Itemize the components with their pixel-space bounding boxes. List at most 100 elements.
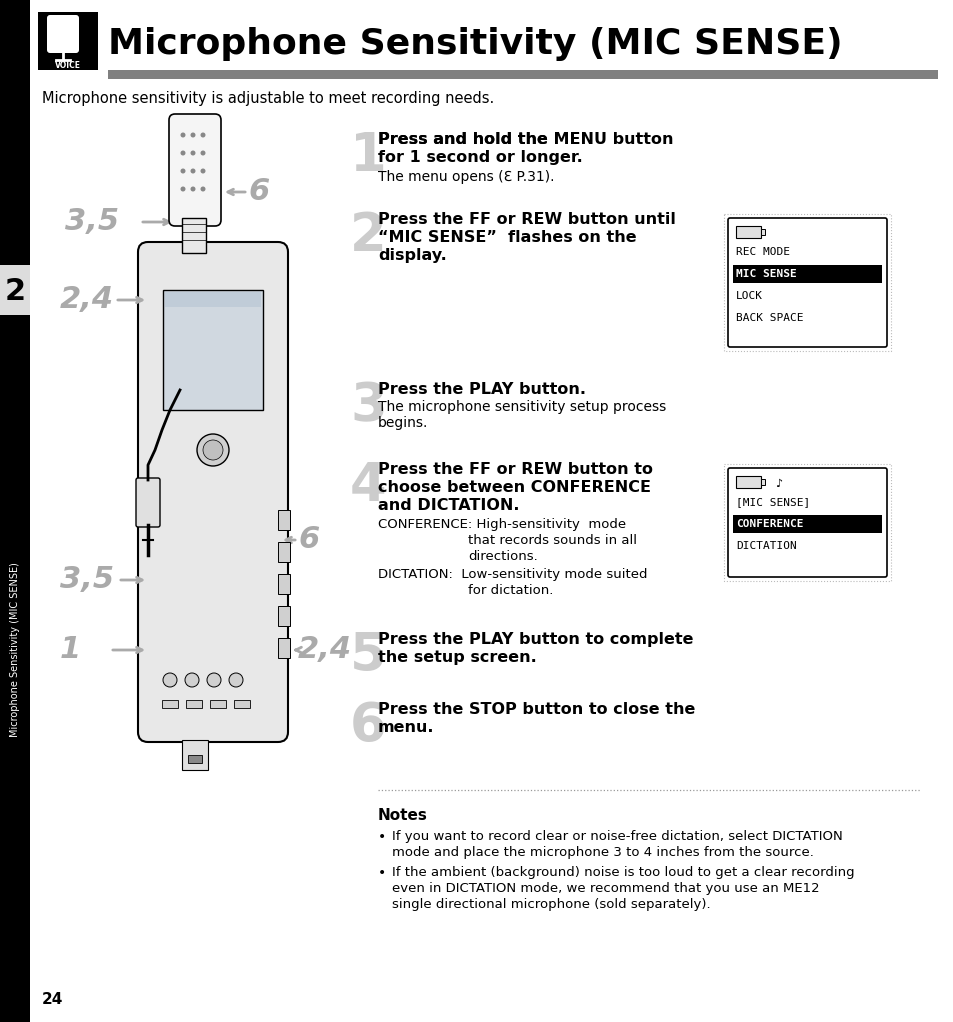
Bar bbox=[277, 606, 290, 626]
Text: If you want to record clear or noise-free dictation, select DICTATION: If you want to record clear or noise-fre… bbox=[392, 830, 841, 843]
Text: 5: 5 bbox=[350, 630, 386, 682]
Circle shape bbox=[185, 673, 199, 687]
Circle shape bbox=[207, 673, 221, 687]
Circle shape bbox=[191, 186, 195, 191]
Text: for dictation.: for dictation. bbox=[468, 584, 553, 597]
Text: MIC SENSE: MIC SENSE bbox=[735, 269, 796, 279]
Text: 3,5: 3,5 bbox=[65, 207, 119, 236]
Bar bbox=[162, 700, 178, 708]
Circle shape bbox=[200, 169, 205, 174]
Circle shape bbox=[163, 673, 177, 687]
Circle shape bbox=[180, 169, 185, 174]
Circle shape bbox=[191, 150, 195, 155]
Text: The menu opens (ℇ P.31).: The menu opens (ℇ P.31). bbox=[377, 170, 554, 184]
Text: choose between CONFERENCE: choose between CONFERENCE bbox=[377, 480, 650, 495]
Text: ♪: ♪ bbox=[774, 479, 781, 489]
Text: 6: 6 bbox=[248, 178, 269, 206]
Text: single directional microphone (sold separately).: single directional microphone (sold sepa… bbox=[392, 898, 710, 911]
Text: BACK SPACE: BACK SPACE bbox=[735, 313, 802, 323]
Circle shape bbox=[180, 133, 185, 138]
Text: 6: 6 bbox=[297, 525, 319, 555]
Text: Press and hold the MENU button: Press and hold the MENU button bbox=[377, 132, 673, 147]
Text: that records sounds in all: that records sounds in all bbox=[468, 535, 637, 547]
Text: and DICTATION.: and DICTATION. bbox=[377, 498, 519, 513]
Text: LOCK: LOCK bbox=[735, 291, 762, 301]
Bar bbox=[108, 69, 937, 79]
Text: The microphone sensitivity setup process: The microphone sensitivity setup process bbox=[377, 400, 665, 414]
Text: REC MODE: REC MODE bbox=[735, 247, 789, 257]
Text: mode and place the microphone 3 to 4 inches from the source.: mode and place the microphone 3 to 4 inc… bbox=[392, 846, 813, 860]
Bar bbox=[210, 700, 226, 708]
Text: Microphone sensitivity is adjustable to meet recording needs.: Microphone sensitivity is adjustable to … bbox=[42, 91, 494, 105]
Text: Press the PLAY button to complete: Press the PLAY button to complete bbox=[377, 632, 693, 647]
Bar bbox=[277, 510, 290, 530]
Bar bbox=[38, 12, 98, 69]
Text: 3: 3 bbox=[350, 380, 386, 432]
FancyBboxPatch shape bbox=[47, 15, 79, 53]
FancyBboxPatch shape bbox=[169, 114, 221, 226]
Bar bbox=[165, 292, 261, 307]
Circle shape bbox=[200, 150, 205, 155]
Text: 2: 2 bbox=[350, 210, 386, 262]
Circle shape bbox=[191, 133, 195, 138]
Text: Press the FF or REW button until: Press the FF or REW button until bbox=[377, 212, 675, 227]
Circle shape bbox=[180, 150, 185, 155]
Text: CONFERENCE: High-sensitivity  mode: CONFERENCE: High-sensitivity mode bbox=[377, 518, 625, 531]
Bar bbox=[188, 755, 202, 763]
Text: If the ambient (background) noise is too loud to get a clear recording: If the ambient (background) noise is too… bbox=[392, 866, 854, 879]
Bar bbox=[760, 479, 764, 485]
Bar bbox=[163, 290, 263, 410]
Bar bbox=[0, 265, 30, 315]
Text: •: • bbox=[377, 830, 386, 844]
Text: VOICE: VOICE bbox=[55, 60, 81, 69]
Text: CONFERENCE: CONFERENCE bbox=[735, 519, 802, 529]
Circle shape bbox=[196, 434, 229, 466]
Bar bbox=[182, 218, 206, 253]
Bar bbox=[760, 229, 764, 235]
Text: DICTATION:  Low-sensitivity mode suited: DICTATION: Low-sensitivity mode suited bbox=[377, 568, 647, 580]
Text: 24: 24 bbox=[42, 992, 63, 1008]
Bar bbox=[735, 476, 760, 487]
Text: 2,4: 2,4 bbox=[60, 285, 114, 315]
Text: for 1 second or longer.: for 1 second or longer. bbox=[377, 150, 582, 165]
Text: “MIC SENSE”  flashes on the: “MIC SENSE” flashes on the bbox=[377, 230, 636, 245]
Bar bbox=[186, 700, 202, 708]
Circle shape bbox=[191, 169, 195, 174]
Text: Press the PLAY button.: Press the PLAY button. bbox=[377, 382, 585, 397]
Text: Press and hold the: Press and hold the bbox=[377, 132, 553, 147]
Text: Microphone Sensitivity (MIC SENSE): Microphone Sensitivity (MIC SENSE) bbox=[10, 562, 20, 738]
Circle shape bbox=[180, 186, 185, 191]
Text: Press the FF or REW button to: Press the FF or REW button to bbox=[377, 462, 652, 477]
Bar bbox=[277, 638, 290, 658]
Bar bbox=[732, 515, 882, 533]
Text: DICTATION: DICTATION bbox=[735, 541, 796, 551]
Text: display.: display. bbox=[377, 248, 446, 263]
Bar bbox=[277, 542, 290, 562]
Circle shape bbox=[229, 673, 243, 687]
Circle shape bbox=[200, 186, 205, 191]
FancyBboxPatch shape bbox=[727, 218, 886, 347]
FancyBboxPatch shape bbox=[727, 468, 886, 577]
Text: 2: 2 bbox=[5, 278, 26, 307]
Bar bbox=[233, 700, 250, 708]
Text: [MIC SENSE]: [MIC SENSE] bbox=[735, 497, 809, 507]
Text: Notes: Notes bbox=[377, 808, 428, 823]
Text: menu.: menu. bbox=[377, 721, 434, 735]
Bar bbox=[0, 0, 30, 1022]
Text: Press the STOP button to close the: Press the STOP button to close the bbox=[377, 702, 695, 717]
Text: the setup screen.: the setup screen. bbox=[377, 650, 537, 665]
Bar bbox=[182, 740, 208, 770]
Text: Microphone Sensitivity (MIC SENSE): Microphone Sensitivity (MIC SENSE) bbox=[108, 27, 841, 61]
Bar bbox=[732, 265, 882, 283]
Text: 1: 1 bbox=[60, 636, 81, 664]
Text: 3,5: 3,5 bbox=[60, 565, 114, 595]
Text: 2,4: 2,4 bbox=[297, 636, 352, 664]
Text: 4: 4 bbox=[350, 460, 386, 512]
Text: even in DICTATION mode, we recommend that you use an ME12: even in DICTATION mode, we recommend tha… bbox=[392, 882, 819, 895]
Text: 1: 1 bbox=[350, 130, 386, 182]
FancyBboxPatch shape bbox=[138, 242, 288, 742]
Text: 6: 6 bbox=[350, 700, 386, 752]
FancyBboxPatch shape bbox=[136, 478, 160, 527]
Circle shape bbox=[203, 440, 223, 460]
Text: begins.: begins. bbox=[377, 416, 428, 430]
